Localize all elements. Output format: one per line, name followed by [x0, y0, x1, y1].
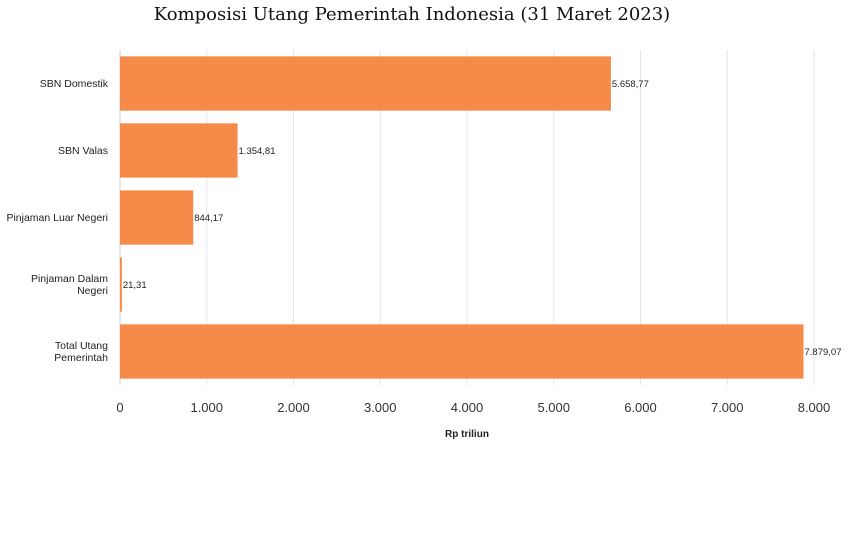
- data-label: 5.658,77: [612, 79, 649, 90]
- x-tick-label: 6.000: [624, 400, 657, 415]
- bar: [120, 123, 238, 178]
- category-label: Pinjaman Dalam: [31, 273, 108, 285]
- category-label: Negeri: [77, 285, 108, 297]
- x-tick-label: 7.000: [711, 400, 744, 415]
- data-label: 1.354,81: [239, 146, 276, 157]
- bar: [120, 324, 804, 379]
- category-label: Total Utang: [55, 340, 108, 352]
- x-tick-label: 2.000: [277, 400, 310, 415]
- x-tick-label: 3.000: [364, 400, 397, 415]
- bar: [120, 190, 194, 245]
- x-tick-label: 5.000: [537, 400, 570, 415]
- data-label: 7.879,07: [805, 347, 842, 358]
- category-labels: SBN Domestik SBN Valas Pinjaman Luar Neger…: [6, 78, 108, 364]
- chart-title: Komposisi Utang Pemerintah Indonesia (31…: [153, 4, 671, 25]
- data-labels: 5.658,77 1.354,81 844,17 21,31 7.879,07: [123, 79, 842, 358]
- data-label: 21,31: [123, 280, 147, 291]
- x-tick-label: 1.000: [190, 400, 223, 415]
- category-label: SBN Domestik: [40, 78, 109, 90]
- bar: [120, 56, 611, 111]
- x-tick-label: 8.000: [798, 400, 831, 415]
- bar: [120, 257, 122, 312]
- data-label: 844,17: [194, 213, 223, 224]
- bars: [120, 56, 804, 379]
- category-label: Pemerintah: [54, 352, 108, 364]
- category-label: SBN Valas: [58, 145, 108, 157]
- x-tick-labels: 0 1.000 2.000 3.000 4.000 5.000 6.000 7.000 8.00…: [116, 400, 830, 415]
- x-tick-label: 0: [116, 400, 123, 415]
- x-axis-title: Rp triliun: [445, 429, 489, 440]
- x-tick-label: 4.000: [451, 400, 484, 415]
- category-label: Pinjaman Luar Negeri: [6, 212, 108, 224]
